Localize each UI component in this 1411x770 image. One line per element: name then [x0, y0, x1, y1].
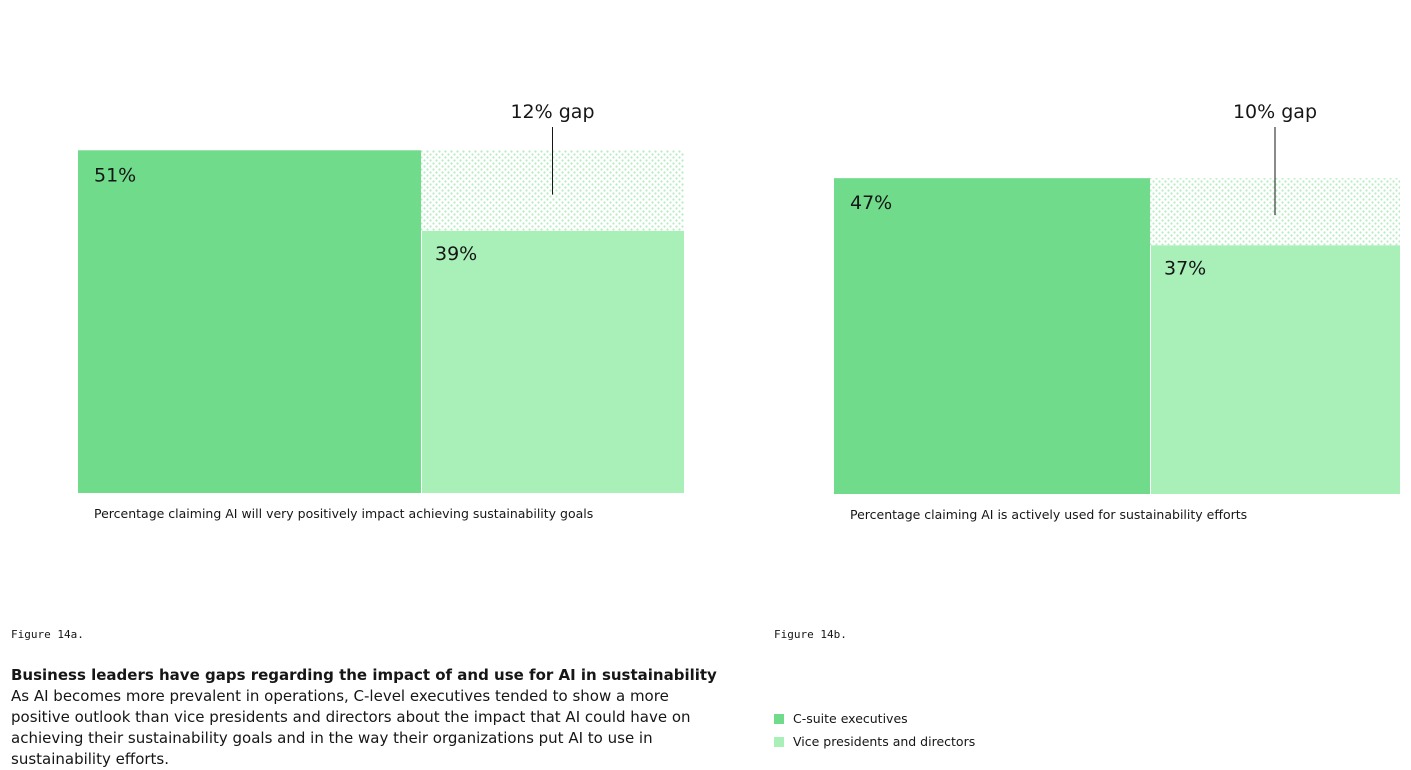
figure-14b-label: Figure 14b. [774, 628, 847, 641]
charts-canvas: 51% 39% 12% gap 47% 37% 10% gap [78, 101, 1400, 494]
legend-label-vp: Vice presidents and directors [793, 734, 976, 749]
chart-14b-value-csuite: 47% [850, 192, 892, 214]
chart-14a: 51% 39% 12% gap [78, 101, 684, 494]
legend-item-vp: Vice presidents and directors [774, 730, 975, 753]
chart-14b-bar-csuite [834, 178, 1150, 494]
legend-swatch-csuite [774, 713, 784, 724]
chart-14a-value-vp: 39% [435, 243, 477, 265]
figure-14a-label: Figure 14a. [11, 628, 84, 641]
legend-swatch-vp [774, 736, 784, 747]
chart-14a-caption: Percentage claiming AI will very positiv… [94, 506, 594, 521]
chart-14b-value-vp: 37% [1164, 257, 1206, 279]
legend: C-suite executives Vice presidents and d… [774, 707, 975, 753]
chart-14b-bar-vp [1151, 245, 1400, 494]
chart-14a-value-csuite: 51% [94, 164, 136, 186]
chart-14a-bar-vp [422, 230, 684, 494]
legend-item-csuite: C-suite executives [774, 707, 975, 730]
chart-14a-gap-label: 12% gap [510, 101, 594, 123]
legend-label-csuite: C-suite executives [793, 711, 908, 726]
figure-description: As AI becomes more prevalent in operatio… [11, 687, 691, 768]
chart-14b: 47% 37% 10% gap [834, 101, 1400, 494]
chart-14a-bar-csuite [78, 150, 421, 493]
chart-14b-caption: Percentage claiming AI is actively used … [850, 507, 1248, 522]
chart-14b-gap-label: 10% gap [1233, 101, 1317, 123]
figure-title: Business leaders have gaps regarding the… [11, 666, 717, 684]
